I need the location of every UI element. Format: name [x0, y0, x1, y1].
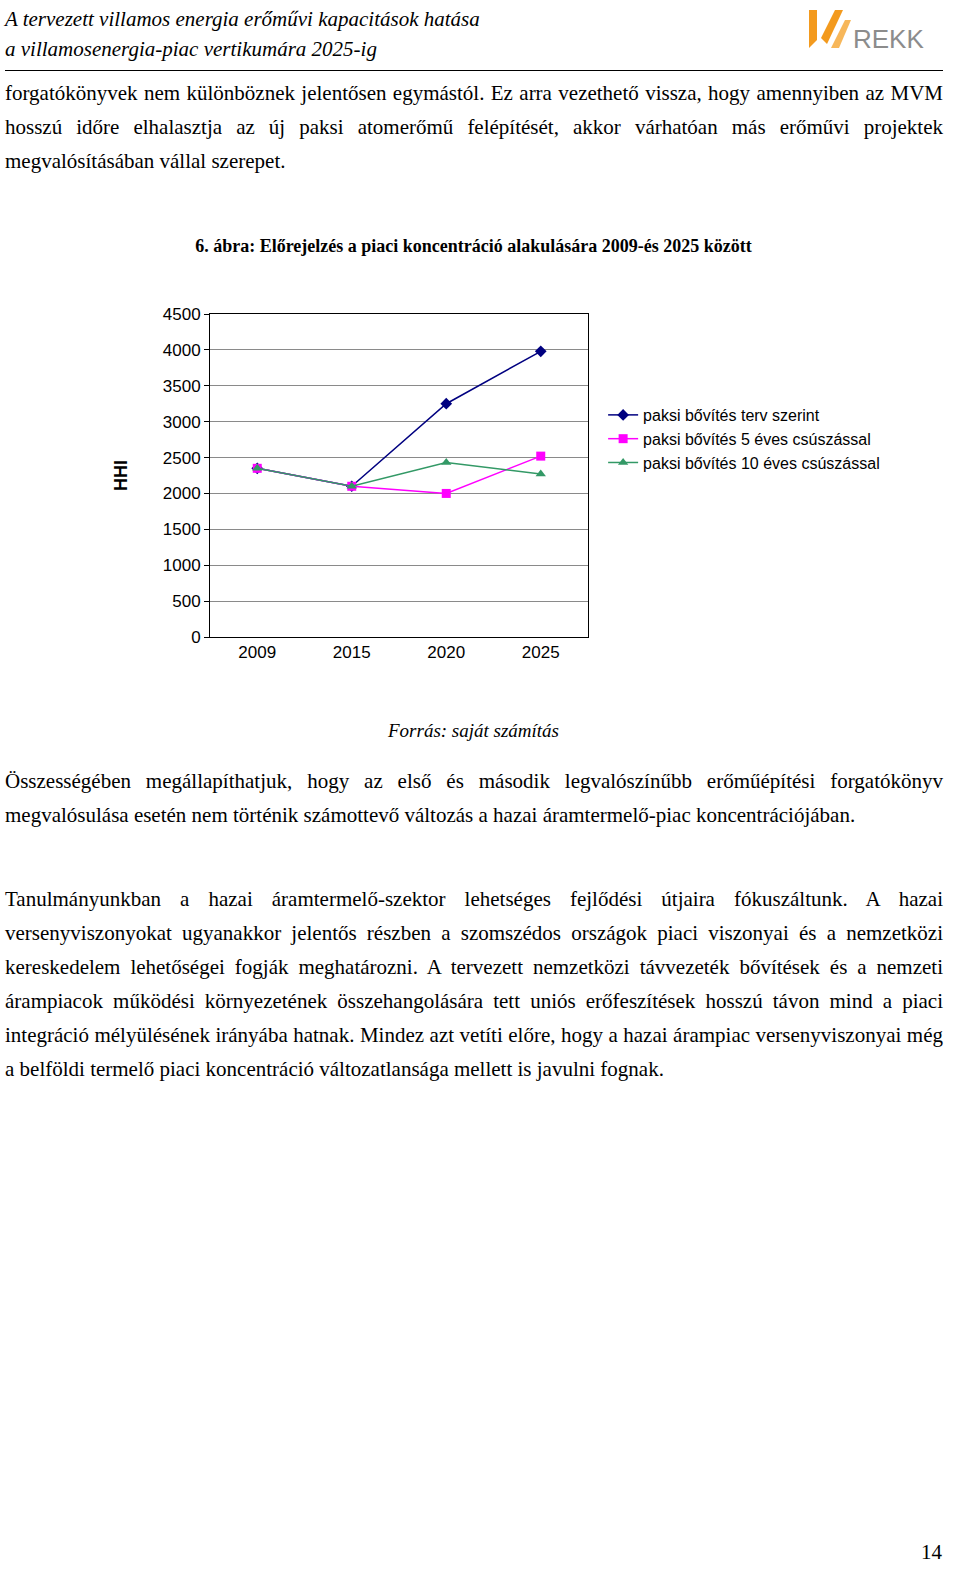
svg-text:paksi bővítés 10 éves csúszáss: paksi bővítés 10 éves csúszással	[643, 455, 880, 472]
svg-text:2015: 2015	[333, 643, 371, 662]
svg-text:2000: 2000	[163, 484, 201, 503]
svg-text:0: 0	[191, 628, 200, 647]
html-text:A tervezett villamos energia e: A tervezett villamos energia erőművi kap…	[5, 7, 480, 31]
html-text:Összességében megállapíthatjuk: Összességében megállapíthatjuk, hogy az …	[5, 769, 943, 827]
svg-text:500: 500	[172, 592, 200, 611]
svg-text:paksi bővítés terv szerint: paksi bővítés terv szerint	[643, 407, 820, 424]
svg-text:2020: 2020	[427, 643, 465, 662]
svg-text:2009: 2009	[238, 643, 276, 662]
svg-text:3500: 3500	[163, 377, 201, 396]
svg-text:2025: 2025	[522, 643, 560, 662]
svg-text:HHI: HHI	[111, 460, 131, 491]
svg-text:4000: 4000	[163, 341, 201, 360]
html-text:14: 14	[921, 1540, 942, 1564]
html-text:forgatókönyvek nem különböznek: forgatókönyvek nem különböznek jelentőse…	[5, 81, 943, 173]
svg-text:2500: 2500	[163, 449, 201, 468]
html-text:Tanulmányunkban a hazai áramte: Tanulmányunkban a hazai áramtermelő-szek…	[5, 887, 943, 1081]
html-text:a villamosenergia-piac vertiku: a villamosenergia-piac vertikumára 2025-…	[5, 37, 377, 61]
html-text:6. ábra: Előrejelzés a piaci k: 6. ábra: Előrejelzés a piaci koncentráci…	[195, 236, 752, 256]
svg-text:paksi bővítés 5 éves csúszássa: paksi bővítés 5 éves csúszással	[643, 431, 871, 448]
svg-text:REKK: REKK	[853, 24, 924, 52]
svg-text:1000: 1000	[163, 556, 201, 575]
svg-text:3000: 3000	[163, 413, 201, 432]
html-text:Forrás: saját számítás: Forrás: saját számítás	[388, 720, 559, 741]
svg-text:4500: 4500	[163, 305, 201, 324]
svg-text:1500: 1500	[163, 520, 201, 539]
